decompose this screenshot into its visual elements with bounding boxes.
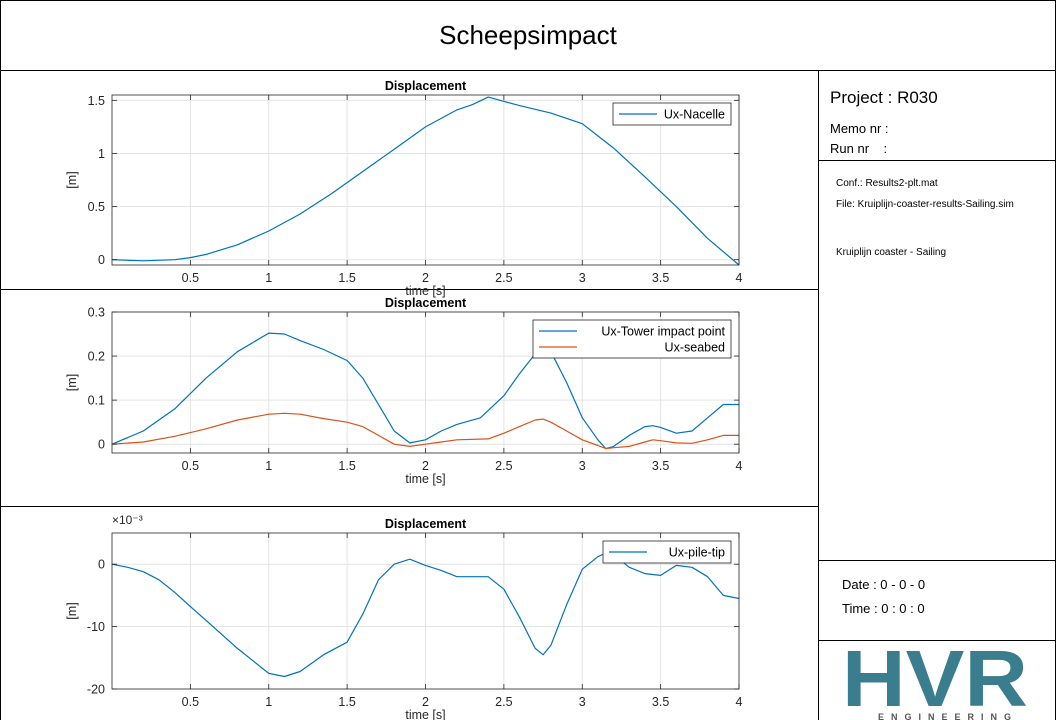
info-panel-border: [818, 70, 819, 720]
chart-title: Displacement: [385, 296, 467, 310]
x-tick-label: 1: [265, 695, 272, 709]
x-tick-label: 3.5: [652, 271, 669, 285]
conf-label: Conf.: Results2-plt.mat: [836, 178, 938, 189]
x-tick-label: 2.5: [495, 459, 512, 473]
y-tick-label: 0: [98, 438, 105, 452]
legend-entry: Ux-pile-tip: [669, 546, 725, 560]
x-tick-label: 0.5: [182, 695, 199, 709]
description-label: Kruiplijn coaster - Sailing: [836, 247, 947, 258]
y-tick-label: 0.5: [88, 200, 105, 214]
y-axis-label: [m]: [65, 374, 79, 391]
tower-displacement-chart: 0.5 1 1.5 2 2.5 3 3.5 4 0 0.1 0.2 0.3 Displacement ti…: [65, 296, 743, 486]
y-tick-label: -20: [87, 683, 105, 697]
x-axis-label: time [s]: [405, 472, 445, 486]
x-tick-label: 1: [265, 459, 272, 473]
y-tick-label: 1.5: [88, 94, 105, 108]
page-title: Scheepsimpact: [439, 19, 617, 50]
x-axis-label: time [s]: [405, 708, 445, 720]
x-tick-label: 1.5: [338, 695, 355, 709]
series-line-1: [111, 96, 740, 266]
project-label: Project : R030: [830, 88, 938, 107]
x-tick-label: 4: [736, 459, 743, 473]
chart-title: Displacement: [385, 79, 467, 93]
date-label: Date : 0 - 0 - 0: [842, 577, 926, 592]
x-tick-label: 1.5: [338, 271, 355, 285]
legend-entry: Ux-Nacelle: [664, 108, 725, 122]
pile-tip-displacement-chart: 0.5 1 1.5 2 2.5 3 3.5 4 -20 -10 0 ×10⁻³ Displacement…: [65, 513, 743, 720]
y-tick-label: -10: [87, 620, 105, 634]
legend-entry: Ux-seabed: [665, 341, 725, 355]
x-tick-label: 2.5: [495, 695, 512, 709]
x-tick-label: 3: [579, 271, 586, 285]
time-label: Time : 0 : 0 : 0: [842, 601, 925, 616]
plot2-plot3-divider: [0, 506, 818, 507]
y-tick-label: 0.2: [88, 350, 105, 364]
series-line-2: [111, 412, 739, 450]
x-tick-label: 3.5: [652, 459, 669, 473]
y-tick-label: 0: [98, 558, 105, 572]
legend-box: [532, 319, 732, 359]
x-tick-label: 4: [736, 271, 743, 285]
y-tick-label: 0: [98, 253, 105, 267]
run-label: Run nr :: [830, 141, 888, 156]
series-line-1: [111, 332, 739, 450]
logo-letters: HVR: [842, 642, 1028, 720]
x-tick-label: 0.5: [182, 459, 199, 473]
info-divider-3: [818, 640, 1056, 641]
plot1-plot2-divider: [0, 289, 818, 290]
x-tick-label: 2.5: [495, 271, 512, 285]
nacelle-displacement-chart: 0.5 1 1.5 2 2.5 3 3.5 4 0 0.5 1 1.5 Displacement time…: [65, 79, 743, 298]
x-tick-label: 2: [422, 459, 429, 473]
series-line-1: [111, 552, 740, 678]
x-tick-label: 2: [422, 271, 429, 285]
memo-label: Memo nr :: [830, 121, 889, 136]
frame-top-border: [0, 0, 1056, 1]
info-divider-1: [818, 160, 1056, 161]
y-tick-label: 0.1: [88, 394, 105, 408]
x-tick-label: 1: [265, 271, 272, 285]
x-tick-label: 0.5: [182, 271, 199, 285]
x-tick-label: 3: [579, 695, 586, 709]
x-tick-label: 3.5: [652, 695, 669, 709]
y-axis-label: [m]: [65, 171, 79, 188]
x-tick-label: 1.5: [338, 459, 355, 473]
title-bottom-border: [0, 70, 1056, 71]
frame-left-border: [0, 0, 1, 720]
y-tick-label: 1: [98, 147, 105, 161]
x-axis-label: time [s]: [405, 284, 445, 298]
legend-entry: Ux-Tower impact point: [601, 325, 725, 339]
legend-box: [612, 102, 732, 126]
y-tick-label: 0.3: [88, 306, 105, 320]
file-label: File: Kruiplijn-coaster-results-Sailing.…: [836, 199, 1014, 210]
legend-box: [602, 540, 732, 564]
logo-subtitle: ENGINEERING: [878, 712, 1018, 720]
x-tick-label: 3: [579, 459, 586, 473]
y-axis-label: [m]: [65, 602, 79, 619]
y-exponent-label: ×10⁻³: [112, 513, 143, 527]
chart-title: Displacement: [385, 517, 467, 531]
hvr-engineering-logo: HVR ENGINEERING: [842, 642, 1028, 720]
info-divider-2: [818, 560, 1056, 561]
x-tick-label: 2: [422, 695, 429, 709]
x-tick-label: 4: [736, 695, 743, 709]
